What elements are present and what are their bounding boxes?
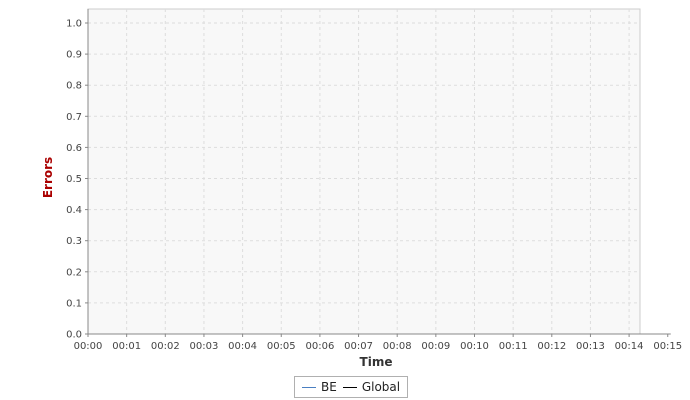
y-tick-label: 0.3 [66,236,82,247]
y-tick-label: 0.8 [66,81,82,92]
y-tick-label: 0.2 [66,267,82,278]
x-tick-label: 00:05 [267,341,296,352]
legend-label-be: BE [321,380,337,394]
grid-lines [88,9,640,334]
y-axis-title: Errors [41,157,55,198]
x-tick-label: 00:09 [421,341,450,352]
y-tick-label: 0.4 [66,205,82,216]
x-tick-label: 00:07 [344,341,373,352]
x-tick-label: 00:02 [151,341,180,352]
x-tick-label: 00:01 [112,341,141,352]
x-tick-label: 00:04 [228,341,257,352]
x-tick-label: 00:13 [576,341,605,352]
plot-area [87,8,641,335]
x-tick-label: 00:10 [460,341,489,352]
legend: BE Global [294,376,409,398]
y-tick-label: 0.7 [66,112,82,123]
y-tick-label: 0.1 [66,298,82,309]
x-tick-label: 00:15 [653,341,682,352]
x-axis-title: Time [360,355,393,369]
x-tick-label: 00:06 [305,341,334,352]
x-tick-label: 00:03 [190,341,219,352]
y-tick-labels: 0.0 0.1 0.2 0.3 0.4 0.5 0.6 0.7 0.8 0.9 1.0 [66,19,82,341]
x-tick-label: 00:14 [615,341,644,352]
legend-label-global: Global [361,380,401,394]
y-tick-label: 0.6 [66,143,82,154]
legend-swatch-be [302,386,316,388]
x-tick-label: 00:11 [499,341,528,352]
x-tick-label: 00:08 [383,341,412,352]
y-tick-label: 1.0 [66,19,82,30]
legend-swatch-global [342,386,357,388]
y-tick-label: 0.0 [66,330,82,341]
y-tick-label: 0.5 [66,174,82,185]
legend-item-global: Global [342,380,401,394]
y-tick-label: 0.9 [66,50,82,61]
x-tick-label: 00:12 [537,341,566,352]
axes [85,9,671,337]
legend-item-be: BE [302,380,337,394]
x-tick-labels: 00:00 00:01 00:02 00:03 00:04 00:05 00:06 00:07… [74,341,683,352]
x-tick-label: 00:00 [74,341,103,352]
